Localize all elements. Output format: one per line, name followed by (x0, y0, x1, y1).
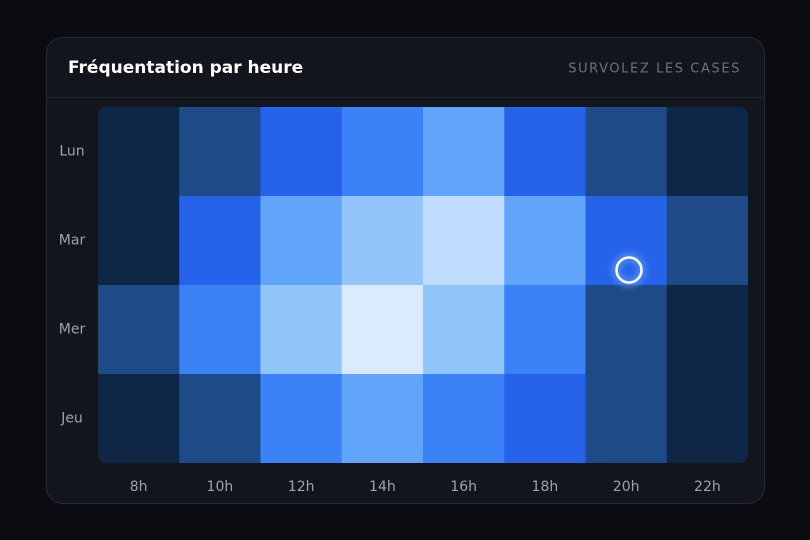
heatmap-cell[interactable] (585, 107, 668, 197)
y-tick-label: Mar (59, 233, 86, 249)
x-tick-label: 14h (369, 479, 396, 495)
heatmap-cell[interactable] (98, 107, 180, 197)
heatmap-cell[interactable] (423, 285, 505, 375)
heatmap-cell[interactable] (666, 107, 749, 197)
heatmap-cell[interactable] (585, 196, 668, 286)
heatmap-cell[interactable] (666, 196, 749, 286)
chart-title: Fréquentation par heure (68, 58, 303, 78)
x-tick-label: 18h (532, 479, 559, 495)
heatmap-cell[interactable] (260, 196, 343, 286)
x-tick-label: 12h (288, 479, 315, 495)
hint: SURVOLEZ LES CASES (568, 62, 741, 77)
heatmap-cell[interactable] (179, 107, 261, 197)
x-tick-label: 20h (613, 479, 640, 495)
heatmap-cell[interactable] (504, 196, 586, 286)
x-tick-label: 8h (130, 479, 148, 495)
heatmap-cell[interactable] (504, 285, 586, 375)
heatmap-cell[interactable] (341, 196, 424, 286)
heatmap-cell[interactable] (504, 107, 586, 197)
x-tick-label: 10h (207, 479, 234, 495)
heatmap-cell[interactable] (666, 374, 749, 464)
heatmap-cell[interactable] (179, 196, 261, 286)
heatmap-cell[interactable] (260, 285, 343, 375)
heatmap-cell[interactable] (666, 285, 749, 375)
heatmap-cell[interactable] (423, 107, 505, 197)
y-tick-label: Mer (59, 322, 86, 338)
heatmap-cell[interactable] (504, 374, 586, 464)
heatmap-cell[interactable] (98, 196, 180, 286)
heatmap-cell[interactable] (341, 285, 424, 375)
heatmap-cell[interactable] (260, 374, 343, 464)
heatmap-cell[interactable] (341, 374, 424, 464)
cursor (615, 256, 643, 284)
y-tick-label: Lun (59, 144, 84, 160)
heatmap-cell[interactable] (260, 107, 343, 197)
y-tick-label: Jeu (60, 411, 83, 427)
heatmap-cell[interactable] (98, 285, 180, 375)
heatmap-cell[interactable] (179, 374, 261, 464)
x-tick-label: 22h (694, 479, 721, 495)
x-tick-label: 16h (450, 479, 477, 495)
heatmap-cell[interactable] (98, 374, 180, 464)
heatmap-grid (98, 107, 749, 464)
heatmap-cell[interactable] (423, 196, 505, 286)
heatmap-cell[interactable] (585, 285, 668, 375)
heatmap-cell[interactable] (341, 107, 424, 197)
heatmap-cell[interactable] (585, 374, 668, 464)
heatmap-cell[interactable] (423, 374, 505, 464)
heatmap-cell[interactable] (179, 285, 261, 375)
